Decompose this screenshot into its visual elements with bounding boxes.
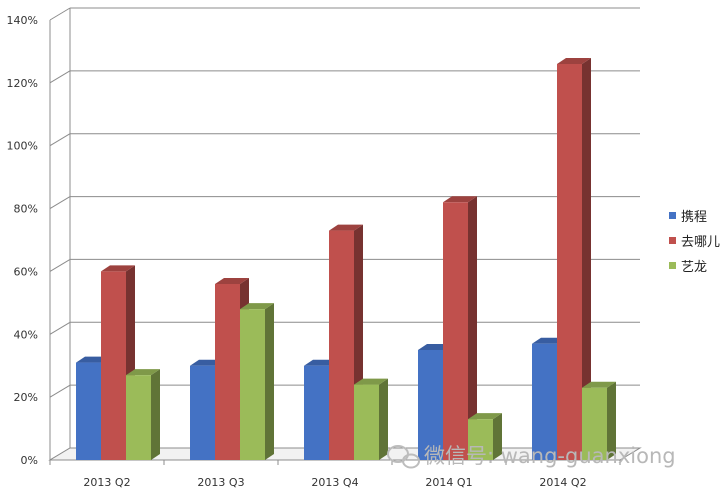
gridline-side [49, 7, 71, 21]
bar-front [101, 271, 126, 460]
gridline-side [49, 321, 71, 335]
y-tick-label: 120% [7, 77, 38, 90]
bar-front [240, 309, 265, 460]
x-tick-label: 2013 Q3 [197, 476, 244, 489]
bar-front [76, 362, 101, 460]
legend-swatch [669, 212, 676, 219]
bar [126, 369, 160, 460]
bar-front [468, 419, 493, 460]
bar-top [582, 381, 616, 388]
bar-side [607, 381, 616, 460]
x-tick-label: 2014 Q1 [425, 476, 472, 489]
gridline-side [49, 133, 71, 147]
gridline-side [49, 384, 71, 398]
bar-top [557, 58, 591, 64]
y-tick-label: 60% [14, 265, 38, 278]
legend-swatch [669, 237, 676, 244]
bar-top [240, 303, 274, 310]
gridline-side [49, 258, 71, 272]
bar [240, 303, 274, 460]
bar-front [532, 343, 557, 460]
bar-front [582, 387, 607, 460]
bar [443, 196, 477, 461]
bar-front [354, 384, 379, 460]
bar-top [354, 378, 388, 385]
legend-swatch [669, 262, 676, 269]
bar-top [443, 196, 477, 203]
y-tick-label: 20% [14, 391, 38, 404]
bar-side [265, 303, 274, 460]
bar-front [329, 230, 354, 460]
bar-front [443, 202, 468, 461]
bars [76, 58, 616, 461]
bar-side [151, 369, 160, 460]
bar [557, 58, 591, 460]
y-tick-label: 80% [14, 203, 38, 216]
x-tick-label: 2013 Q2 [83, 476, 130, 489]
bar [582, 381, 616, 460]
watermark: 微信号: wang-guanxiong [387, 444, 676, 469]
gridline-side [49, 70, 71, 84]
bar-front [215, 284, 240, 460]
watermark-text: 微信号: wang-guanxiong [424, 444, 676, 468]
bar-top [126, 369, 160, 376]
bar-side [493, 413, 502, 460]
bar-top [468, 413, 502, 420]
bar-top [101, 265, 135, 272]
legend-label: 艺龙 [681, 260, 707, 275]
wechat-icon [387, 445, 420, 469]
y-axis-tick-labels: 0% 20% 40% 60% 80% 100% 120% 140% [7, 14, 38, 467]
bar [354, 378, 388, 460]
bar-front [190, 365, 215, 460]
y-tick-label: 40% [14, 328, 38, 341]
gridline-side [49, 196, 71, 210]
y-tick-label: 0% [21, 454, 38, 467]
bar-top [329, 224, 363, 231]
bar [468, 413, 502, 460]
x-axis-tick-labels: 2013 Q2 2013 Q3 2013 Q4 2014 Q1 2014 Q2 [83, 476, 586, 489]
bar-side [379, 378, 388, 460]
legend-label: 携程 [681, 209, 707, 225]
y-tick-label: 100% [7, 140, 38, 153]
bar-front [418, 350, 443, 460]
y-tick-label: 140% [7, 14, 38, 27]
bar-front [304, 365, 329, 460]
bar-side [582, 58, 591, 460]
bar-side [468, 196, 477, 461]
bar-top [215, 278, 249, 284]
legend-label: 去哪儿 [681, 235, 720, 250]
bar-front [557, 64, 582, 460]
x-tick-label: 2013 Q4 [311, 476, 358, 489]
bar-front [126, 375, 151, 460]
x-tick-label: 2014 Q2 [539, 476, 586, 489]
